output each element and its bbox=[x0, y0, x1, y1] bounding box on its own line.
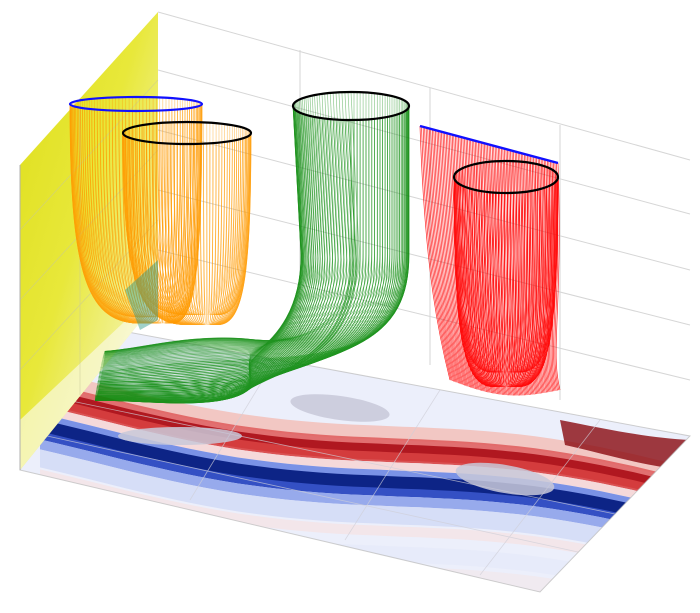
stream-tubes bbox=[68, 90, 561, 404]
green-tube bbox=[94, 90, 411, 404]
floor-spot-middle bbox=[290, 394, 390, 422]
red-tube-back-rim bbox=[419, 124, 559, 165]
red-tube-front-rim bbox=[452, 159, 560, 195]
red-tube-front bbox=[452, 159, 560, 387]
orange-tube-front-rim bbox=[121, 120, 253, 146]
left-wall-plane bbox=[19, 12, 159, 470]
floor-spot-left bbox=[118, 427, 242, 445]
orange-tube-front bbox=[121, 120, 253, 325]
orange-tube-back-rim bbox=[68, 95, 204, 113]
green-tube-rim bbox=[291, 90, 411, 122]
wall-shadow bbox=[125, 260, 158, 330]
floor-spot-right bbox=[455, 462, 555, 496]
